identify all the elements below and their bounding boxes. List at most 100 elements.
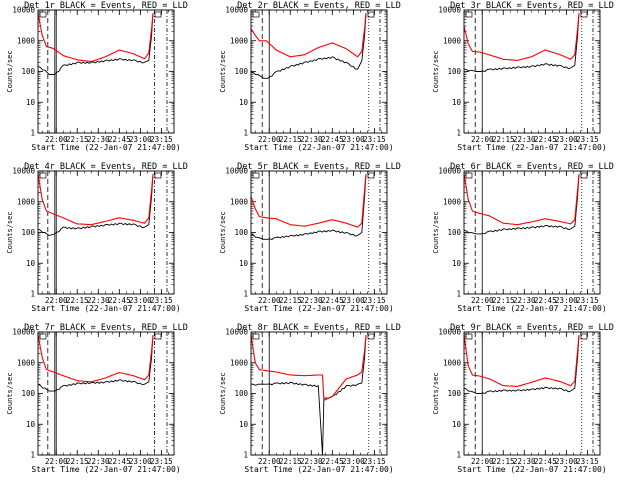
x-tick-label: 22:00 [258, 135, 281, 144]
x-tick-label: 22:15 [492, 296, 515, 305]
y-tick-label: 1 [243, 451, 248, 460]
y-tick-label: 10 [452, 259, 462, 268]
panel-title: Det 3r BLACK = Events, RED = LLD [450, 1, 614, 11]
y-tick-label: 1000 [17, 358, 36, 367]
x-tick-label: 22:45 [321, 457, 344, 466]
x-tick-label: 23:15 [150, 135, 173, 144]
y-tick-label: 1 [456, 129, 461, 138]
x-tick-label: 22:15 [279, 457, 302, 466]
plot-frame [37, 9, 175, 134]
x-tick-label: 23:00 [342, 457, 365, 466]
series-line-events [250, 173, 367, 241]
y-tick-label: 100 [234, 228, 248, 237]
panel-title: Det 7r BLACK = Events, RED = LLD [24, 323, 188, 333]
x-tick-label: 22:15 [279, 135, 302, 144]
corner-flag-right [154, 333, 162, 340]
corner-flag-right [367, 333, 375, 340]
y-tick-label: 1000 [443, 36, 462, 45]
corner-flag-left [252, 172, 260, 179]
y-tick-label: 100 [21, 228, 35, 237]
y-tick-label: 10 [26, 259, 36, 268]
panel-title: Det 1r BLACK = Events, RED = LLD [24, 1, 188, 11]
x-tick-label: 23:00 [129, 457, 152, 466]
plot-frame [250, 170, 388, 295]
x-tick-label: 22:00 [471, 135, 494, 144]
x-tick-label: 22:45 [534, 135, 557, 144]
x-tick-label: 22:30 [87, 135, 110, 144]
x-tick-label: 23:00 [342, 296, 365, 305]
series-line-events [463, 334, 580, 394]
series-line-lld [250, 173, 367, 228]
y-axis-label: Counts/sec [6, 211, 14, 253]
x-tick-label: 22:30 [300, 296, 323, 305]
x-axis-label: Start Time (22-Jan-07 21:47:00) [457, 465, 606, 474]
x-tick-label: 23:00 [129, 135, 152, 144]
x-tick-label: 22:00 [258, 296, 281, 305]
corner-flag-right [154, 11, 162, 18]
x-tick-label: 22:45 [108, 135, 131, 144]
y-tick-label: 1 [456, 451, 461, 460]
y-axis-label: Counts/sec [432, 211, 440, 253]
corner-flag-right [367, 11, 375, 18]
x-tick-label: 22:00 [45, 457, 68, 466]
x-tick-label: 23:00 [555, 457, 578, 466]
x-axis-label: Start Time (22-Jan-07 21:47:00) [457, 304, 606, 313]
panel-det-7: Det 7r BLACK = Events, RED = LLD Counts/s… [6, 323, 188, 474]
corner-flag-left [252, 11, 260, 18]
y-tick-label: 10000 [438, 167, 461, 176]
x-tick-label: 22:30 [87, 457, 110, 466]
series-line-lld [463, 12, 580, 61]
panel-det-8: Det 8r BLACK = Events, RED = LLD Counts/s… [219, 323, 401, 474]
y-tick-label: 10000 [438, 328, 461, 337]
x-tick-label: 22:00 [45, 296, 68, 305]
corner-flag-left [465, 172, 473, 179]
x-axis-label: Start Time (22-Jan-07 21:47:00) [244, 143, 393, 152]
x-axis-label: Start Time (22-Jan-07 21:47:00) [244, 304, 393, 313]
panel-det-5: Det 5r BLACK = Events, RED = LLD Counts/s… [219, 162, 401, 313]
x-axis-label: Start Time (22-Jan-07 21:47:00) [31, 143, 180, 152]
x-tick-label: 22:30 [300, 135, 323, 144]
plot-frame [250, 331, 388, 456]
x-tick-label: 22:30 [513, 296, 536, 305]
series-line-events [463, 12, 580, 72]
panel-det-3: Det 3r BLACK = Events, RED = LLD Counts/s… [432, 1, 614, 152]
series-line-events [37, 173, 154, 236]
y-tick-label: 1000 [443, 197, 462, 206]
x-tick-label: 22:45 [321, 135, 344, 144]
panel-title: Det 8r BLACK = Events, RED = LLD [237, 323, 401, 333]
series-line-events [463, 173, 580, 235]
corner-flag-left [39, 11, 47, 18]
y-tick-label: 10000 [225, 6, 248, 15]
corner-flag-left [252, 333, 260, 340]
series-line-lld [37, 334, 154, 383]
x-tick-label: 22:30 [513, 135, 536, 144]
plot-frame [250, 9, 388, 134]
y-tick-label: 1000 [17, 36, 36, 45]
x-tick-label: 22:00 [471, 296, 494, 305]
y-axis-label: Counts/sec [219, 50, 227, 92]
panel-det-4: Det 4r BLACK = Events, RED = LLD Counts/s… [6, 162, 188, 313]
x-tick-label: 23:00 [129, 296, 152, 305]
plot-frame [37, 170, 175, 295]
y-tick-label: 10 [26, 98, 36, 107]
x-tick-label: 23:00 [555, 135, 578, 144]
y-tick-label: 10000 [225, 167, 248, 176]
y-axis-label: Counts/sec [432, 50, 440, 92]
y-axis-label: Counts/sec [6, 50, 14, 92]
x-axis-label: Start Time (22-Jan-07 21:47:00) [457, 143, 606, 152]
x-tick-label: 22:30 [300, 457, 323, 466]
y-tick-label: 1 [30, 290, 35, 299]
y-axis-label: Counts/sec [432, 372, 440, 414]
corner-flag-left [465, 333, 473, 340]
y-tick-label: 1 [456, 290, 461, 299]
y-tick-label: 1 [243, 290, 248, 299]
x-tick-label: 22:15 [492, 457, 515, 466]
series-line-lld [250, 334, 367, 402]
corner-flag-left [465, 11, 473, 18]
y-tick-label: 10000 [12, 6, 35, 15]
corner-flag-right [580, 333, 588, 340]
corner-flag-left [39, 172, 47, 179]
y-tick-label: 1000 [230, 197, 249, 206]
x-tick-label: 23:15 [576, 457, 599, 466]
series-line-lld [37, 12, 154, 63]
